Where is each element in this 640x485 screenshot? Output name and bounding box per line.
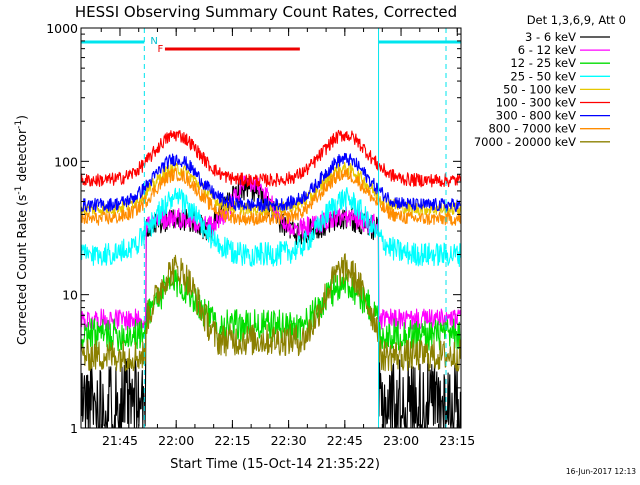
x-tick-label: 22:00 [158,433,194,448]
x-tick-label: 22:30 [271,433,307,448]
y-axis-label: Corrected Count Rate (s-1 detector-1) [14,115,29,345]
legend-label: 3 - 6 keV [525,30,576,44]
legend-label: 6 - 12 keV [518,43,576,57]
legend-label: 12 - 25 keV [510,56,576,70]
x-tick-label: 23:15 [439,433,475,448]
plot-content: NF [80,28,461,429]
legend-title: Det 1,3,6,9, Att 0 [527,13,626,27]
x-tick-label: 21:45 [102,433,138,448]
legend-label: 7000 - 20000 keV [474,135,576,149]
x-tick-label: 23:00 [383,433,419,448]
legend-label: 50 - 100 keV [503,82,576,96]
footer-date: 16-Jun-2017 12:13 [566,467,636,476]
series-line [80,187,461,268]
legend-label: 25 - 50 keV [510,69,576,83]
x-tick-label: 22:45 [327,433,363,448]
y-tick-label: 1000 [46,21,78,36]
legend-label: 300 - 800 keV [496,109,576,123]
flare-marker-label: F [157,44,163,55]
y-tick-label: 10 [62,288,78,303]
series-line [80,175,461,331]
series-line [80,129,461,188]
plot-frame [80,27,462,429]
y-tick-label: 100 [54,154,78,169]
x-tick-label: 22:15 [214,433,250,448]
night-marker-label: N [150,36,157,47]
legend-label: 800 - 7000 keV [488,122,576,136]
y-tick-label: 1 [70,421,78,436]
axes: 1 10 100 1000 21:45 22:00 22:15 22:30 22:45 23:00… [46,21,475,448]
legend-label: 100 - 300 keV [496,96,576,110]
x-axis-label: Start Time (15-Oct-14 21:35:22) [170,457,380,472]
chart-title: HESSI Observing Summary Count Rates, Cor… [75,3,457,21]
